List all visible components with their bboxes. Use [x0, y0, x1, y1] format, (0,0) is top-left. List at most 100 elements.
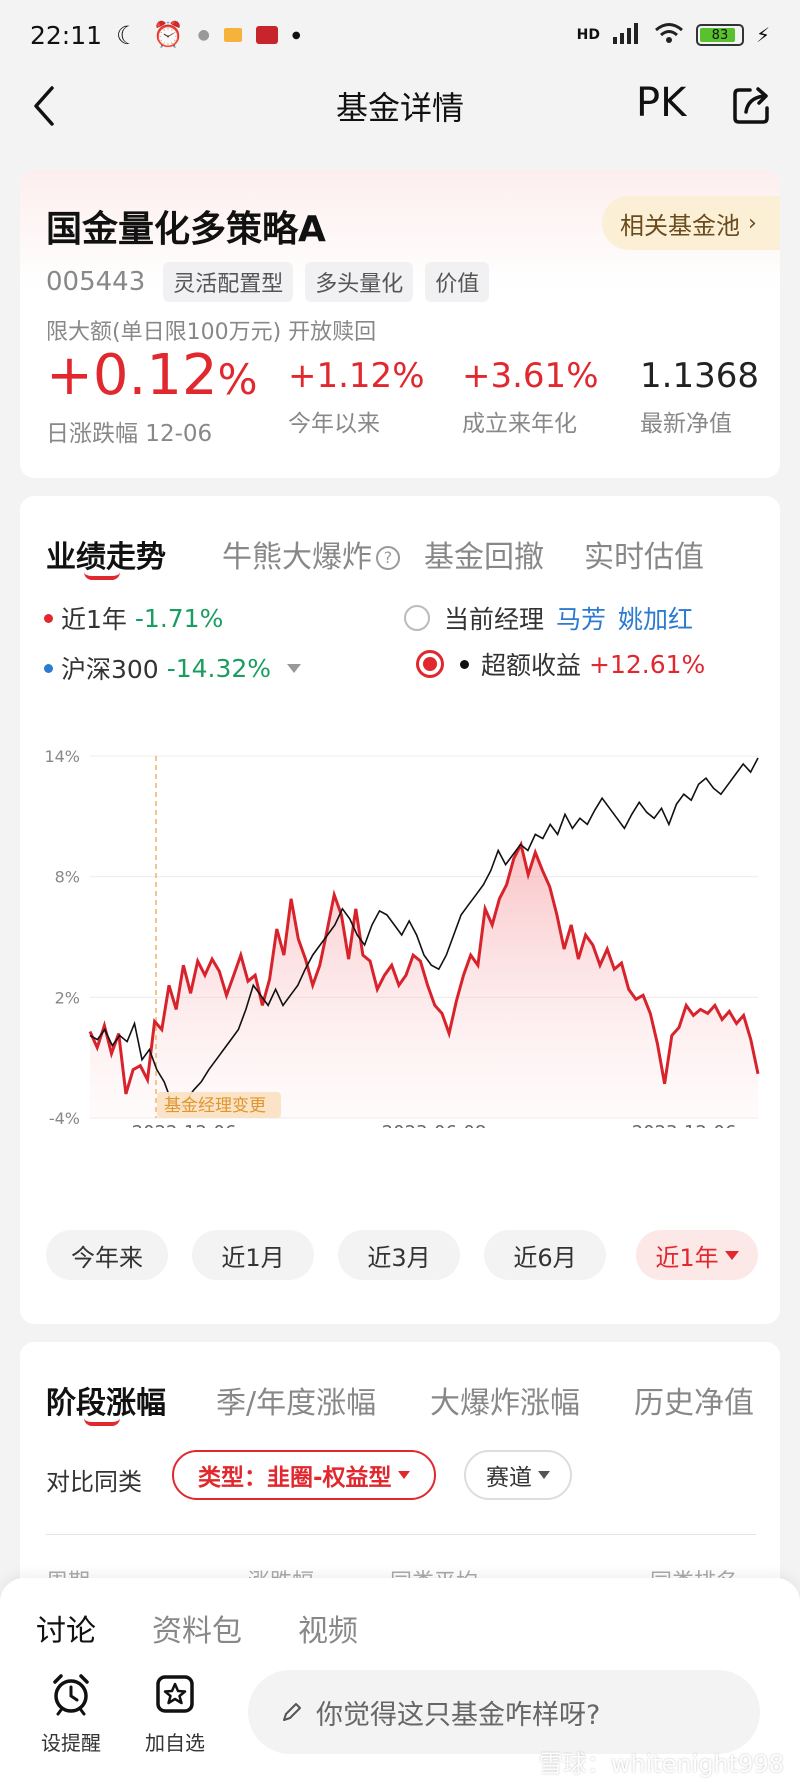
- legend-benchmark-value: -14.32%: [166, 653, 272, 683]
- tab-drawdown[interactable]: 基金回撤: [424, 540, 544, 575]
- latest-nav-label: 最新净值: [640, 411, 732, 437]
- excess-series-dot: [460, 659, 469, 669]
- alarm-icon: ⏰: [152, 20, 184, 49]
- battery-icon: 83: [695, 24, 744, 46]
- x-tick-label: 2023-12-06: [632, 1122, 737, 1128]
- chevron-down-icon: [287, 663, 302, 673]
- tab-discussion[interactable]: 讨论: [36, 1614, 96, 1649]
- help-icon[interactable]: ?: [376, 546, 400, 570]
- tab-realtime-estimate[interactable]: 实时估值: [584, 540, 704, 575]
- manager-change-label: 基金经理变更: [164, 1096, 266, 1116]
- tab-explosion-returns[interactable]: 大爆炸涨幅: [430, 1386, 580, 1421]
- fund-area-fill: [90, 844, 758, 1118]
- wifi-icon: [654, 22, 684, 48]
- tab-quarter-year-returns[interactable]: 季/年度涨幅: [216, 1386, 377, 1421]
- folder-icon: [223, 28, 242, 42]
- comment-placeholder: 你觉得这只基金咋样呀?: [316, 1699, 601, 1731]
- latest-nav-value: 1.1368: [640, 356, 759, 396]
- legend-excess[interactable]: 超额收益 +12.61%: [416, 646, 705, 682]
- period-6m[interactable]: 近6月: [484, 1230, 606, 1280]
- ytd-stat: +1.12% 今年以来: [288, 356, 425, 438]
- share-icon[interactable]: [730, 84, 772, 126]
- fund-tag[interactable]: 价值: [425, 262, 490, 302]
- legend-benchmark-label: 沪深300: [61, 655, 159, 684]
- app-icon: [255, 26, 278, 44]
- fund-code-row: 005443 灵活配置型 多头量化 价值: [46, 262, 490, 302]
- caret-down-icon: [538, 1471, 550, 1479]
- star-box-icon: [156, 1675, 194, 1713]
- tab-video[interactable]: 视频: [298, 1614, 358, 1649]
- legend-fund-label: 近1年: [61, 605, 127, 634]
- watermark: 雪球：whitenight998: [538, 1750, 784, 1778]
- annualized-label: 成立来年化: [462, 411, 577, 437]
- page-title: 基金详情: [335, 89, 464, 127]
- y-tick-label: 2%: [55, 988, 80, 1007]
- fund-summary-card: 国金量化多策略A 相关基金池 › 005443 灵活配置型 多头量化 价值 限大…: [20, 170, 780, 478]
- set-reminder-button[interactable]: 设提醒: [36, 1672, 106, 1756]
- manager-name[interactable]: 马芳: [556, 605, 607, 634]
- manager-change-badge[interactable]: 基金经理变更: [157, 1092, 281, 1118]
- legend-benchmark[interactable]: 沪深300 -14.32%: [44, 650, 302, 686]
- track-filter[interactable]: 赛道: [464, 1450, 572, 1500]
- tab-stage-returns[interactable]: 阶段涨幅: [46, 1386, 166, 1421]
- benchmark-series-dot: [44, 663, 53, 673]
- daily-change-unit: %: [217, 355, 258, 404]
- caret-down-icon: [397, 1471, 410, 1479]
- x-tick-label: 2023-06-08: [382, 1122, 487, 1128]
- type-filter-label: 类型：韭圈-权益型: [198, 1465, 392, 1491]
- fund-series-line: [88, 840, 760, 1095]
- type-filter[interactable]: 类型：韭圈-权益型: [172, 1450, 436, 1500]
- annualized-value: +3.61%: [462, 356, 599, 396]
- fund-tag[interactable]: 多头量化: [305, 262, 414, 302]
- manager-name[interactable]: 姚加红: [618, 605, 694, 634]
- period-3m[interactable]: 近3月: [338, 1230, 460, 1280]
- daily-change-stat: +0.12% 日涨跌幅 12-06: [46, 346, 258, 448]
- track-filter-label: 赛道: [486, 1465, 532, 1491]
- add-favorite-button[interactable]: 加自选: [140, 1672, 210, 1756]
- period-ytd[interactable]: 今年来: [46, 1230, 168, 1280]
- legend-fund-value: -1.71%: [134, 603, 224, 633]
- related-fund-pool-button[interactable]: 相关基金池 ›: [602, 196, 780, 250]
- daily-change-value: +0.12: [46, 343, 218, 408]
- tab-performance-trend[interactable]: 业绩走势: [46, 540, 166, 575]
- fund-tag[interactable]: 灵活配置型: [163, 262, 294, 302]
- annualized-stat: +3.61% 成立来年化: [462, 356, 599, 438]
- network-label: HD: [576, 27, 600, 43]
- manager-radio[interactable]: [404, 605, 430, 631]
- comment-input[interactable]: 你觉得这只基金咋样呀?: [248, 1670, 760, 1754]
- alarm-clock-icon: [53, 1674, 89, 1716]
- divider: [46, 1534, 756, 1535]
- tab-bull-bear-label: 牛熊大爆炸: [222, 540, 372, 575]
- notification-icon: ●: [197, 27, 210, 43]
- set-reminder-label: 设提醒: [41, 1731, 101, 1755]
- period-1m[interactable]: 近1月: [192, 1230, 314, 1280]
- status-bar: 22:11 ☾ ⏰ ● ● HD 83 ⚡: [0, 0, 800, 70]
- nav-bar: 基金详情 PK: [0, 70, 800, 142]
- back-icon[interactable]: [26, 84, 66, 128]
- fund-series-dot: [44, 613, 53, 623]
- discussion-tabs: 讨论 资料包 视频: [36, 1606, 358, 1650]
- fund-name: 国金量化多策略A: [46, 209, 326, 250]
- legend-manager-label: 当前经理: [444, 605, 545, 634]
- y-tick-label: 14%: [44, 747, 80, 766]
- excess-radio[interactable]: [416, 650, 444, 678]
- performance-chart[interactable]: 14% 8% 2% -4% 2022-12-06 2023-06-08 2023-12-0…: [20, 728, 780, 1128]
- excess-series-line: [89, 757, 759, 1112]
- charging-icon: ⚡: [755, 23, 770, 47]
- daily-change-label: 日涨跌幅 12-06: [46, 421, 213, 447]
- tab-bull-bear[interactable]: 牛熊大爆炸?: [222, 532, 400, 576]
- fund-stats: +0.12% 日涨跌幅 12-06 +1.12% 今年以来 +3.61% 成立来…: [46, 346, 766, 456]
- y-tick-label: 8%: [55, 868, 80, 887]
- performance-tabs: 业绩走势 牛熊大爆炸? 基金回撤 实时估值: [46, 532, 766, 582]
- stage-returns-card: 阶段涨幅 季/年度涨幅 大爆炸涨幅 历史净值 对比同类 类型：韭圈-权益型 赛道…: [20, 1342, 780, 1602]
- pk-button[interactable]: PK: [636, 80, 687, 126]
- add-favorite-label: 加自选: [145, 1731, 205, 1755]
- legend-fund: 近1年 -1.71%: [44, 600, 223, 636]
- fund-code: 005443: [46, 267, 146, 297]
- period-1y[interactable]: 近1年: [636, 1230, 758, 1280]
- legend-manager[interactable]: 当前经理 马芳 姚加红: [404, 600, 693, 636]
- moon-icon: ☾: [116, 20, 139, 50]
- period-1y-label: 近1年: [655, 1243, 719, 1272]
- tab-materials[interactable]: 资料包: [152, 1614, 242, 1649]
- tab-history-nav[interactable]: 历史净值: [634, 1386, 754, 1421]
